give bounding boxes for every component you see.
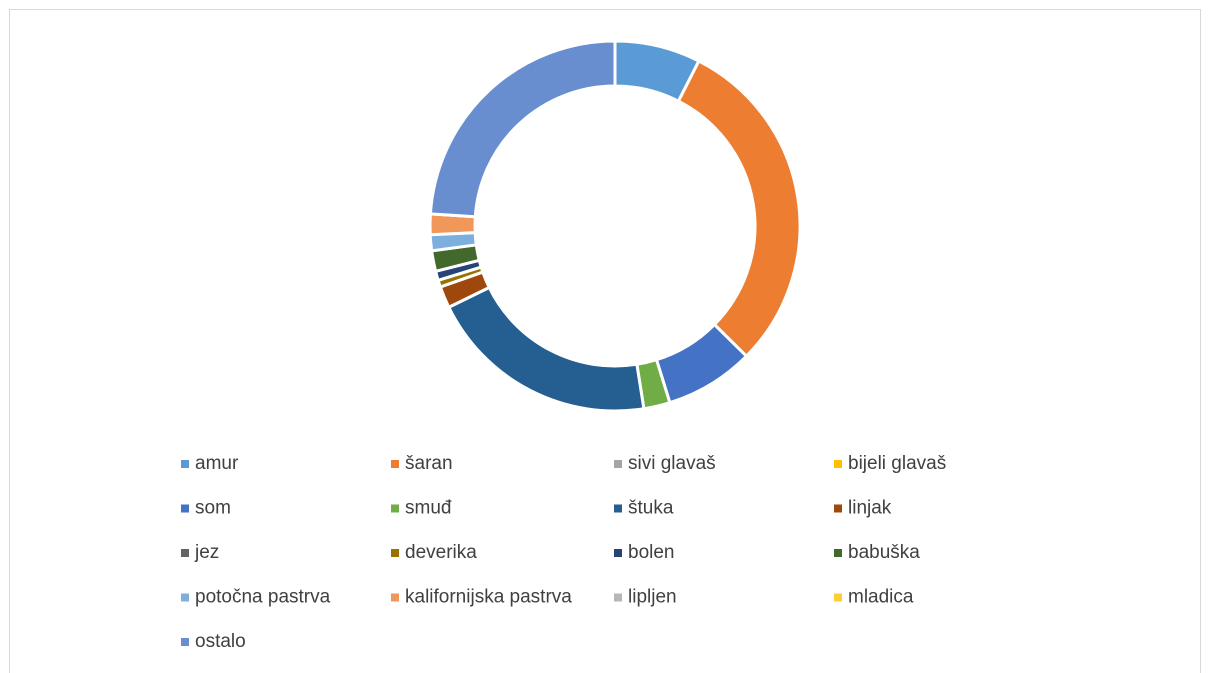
legend-label: deverika bbox=[405, 542, 477, 563]
legend-label: mladica bbox=[848, 587, 914, 608]
legend-swatch bbox=[614, 504, 622, 513]
legend-swatch bbox=[391, 460, 399, 468]
donut-segment bbox=[676, 59, 802, 359]
legend-label: potočna pastrva bbox=[195, 587, 331, 608]
legend-swatch bbox=[181, 460, 189, 468]
legend-swatch bbox=[834, 504, 842, 513]
legend-label: linjak bbox=[848, 498, 892, 519]
legend-swatch bbox=[391, 549, 399, 557]
legend-label: lipljen bbox=[628, 587, 677, 608]
legend-label: smuđ bbox=[405, 498, 452, 519]
legend-swatch bbox=[834, 593, 842, 602]
legend-label: bijeli glavaš bbox=[848, 453, 946, 474]
donut-segment bbox=[428, 39, 617, 219]
legend-label: sivi glavaš bbox=[628, 453, 716, 474]
legend-label: ostalo bbox=[195, 631, 246, 652]
legend-label: šaran bbox=[405, 453, 453, 474]
legend-swatch bbox=[181, 638, 189, 646]
legend-swatch bbox=[614, 460, 622, 468]
legend-swatch bbox=[614, 549, 622, 557]
legend-label: jez bbox=[194, 542, 219, 563]
legend-swatch bbox=[181, 504, 189, 513]
legend-swatch bbox=[391, 504, 399, 513]
legend-swatch bbox=[834, 460, 842, 468]
legend-label: bolen bbox=[628, 542, 675, 563]
legend-swatch bbox=[181, 593, 189, 602]
legend-swatch bbox=[834, 549, 842, 557]
legend-label: babuška bbox=[848, 542, 920, 563]
donut-segment bbox=[446, 285, 646, 413]
legend-swatch bbox=[391, 593, 399, 602]
legend-swatch bbox=[614, 593, 622, 602]
legend-label: kalifornijska pastrva bbox=[405, 587, 572, 608]
legend-label: som bbox=[195, 498, 231, 519]
legend-label: štuka bbox=[628, 498, 674, 519]
legend-label: amur bbox=[195, 453, 239, 474]
legend-swatch bbox=[181, 549, 189, 557]
chart-frame bbox=[9, 9, 1201, 673]
